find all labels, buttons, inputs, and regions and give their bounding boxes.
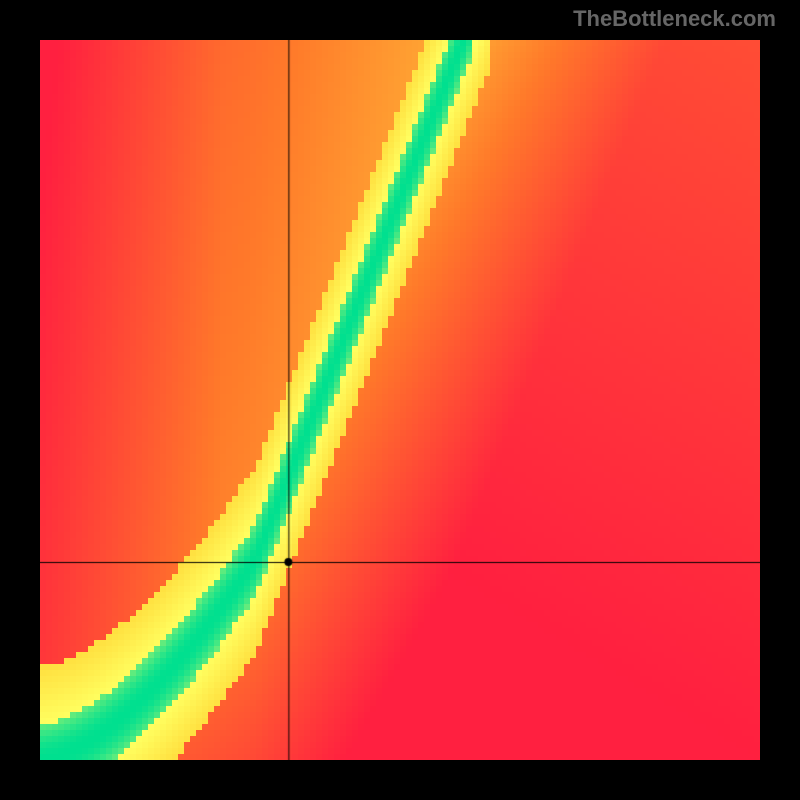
bottleneck-heatmap	[40, 40, 760, 760]
watermark-text: TheBottleneck.com	[573, 6, 776, 32]
chart-container: TheBottleneck.com	[0, 0, 800, 800]
